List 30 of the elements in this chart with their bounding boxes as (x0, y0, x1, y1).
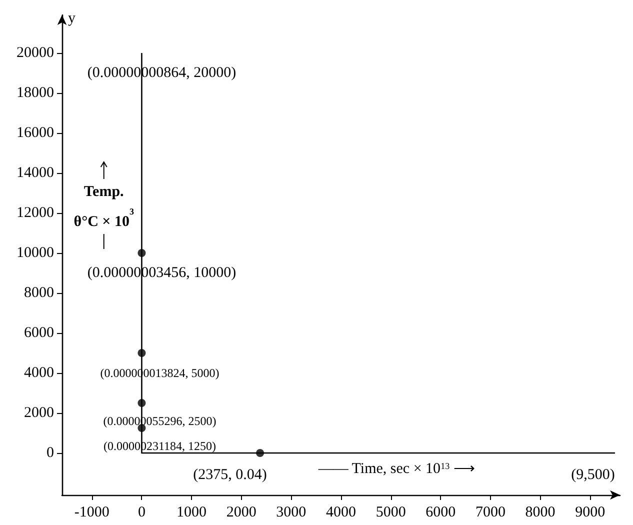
x-tick-label: 1000 (176, 504, 207, 520)
x-tick-label: 3000 (276, 504, 306, 520)
x-tick-label: -1000 (74, 504, 110, 520)
y-tick-label: 2000 (24, 405, 54, 421)
annotation: Temp. θ°C × 103 (74, 184, 134, 230)
annotation: (9,500) (571, 467, 615, 483)
point (138, 349, 146, 357)
x-tick-label: 7000 (475, 504, 506, 520)
y-tick-label: 16000 (16, 125, 54, 141)
annotation: (2375, 0.04) (193, 467, 267, 483)
y-axis-title: y (68, 10, 76, 26)
y-tick-label: 8000 (24, 285, 54, 301)
y-tick-label: 20000 (16, 45, 54, 61)
y-tick-label: 18000 (16, 85, 54, 101)
x-tick-label: 2000 (226, 504, 256, 520)
point (138, 399, 146, 407)
y-tick-label: 10000 (16, 245, 54, 261)
y-tick-label: 6000 (24, 325, 54, 341)
point (256, 449, 264, 457)
x-tick-label: 8000 (525, 504, 556, 520)
x-tick-label: 9000 (575, 504, 606, 520)
y-tick-label: 0 (46, 445, 54, 461)
x-tick-label: 4000 (326, 504, 356, 520)
y-tick-label: 12000 (16, 205, 54, 221)
y-tick-label: 4000 (24, 365, 54, 381)
y-tick-label: 14000 (16, 165, 54, 181)
x-tick-label: 0 (138, 504, 146, 520)
point (138, 249, 146, 257)
x-tick-label: 5000 (376, 504, 406, 520)
x-tick-label: 6000 (426, 504, 456, 520)
